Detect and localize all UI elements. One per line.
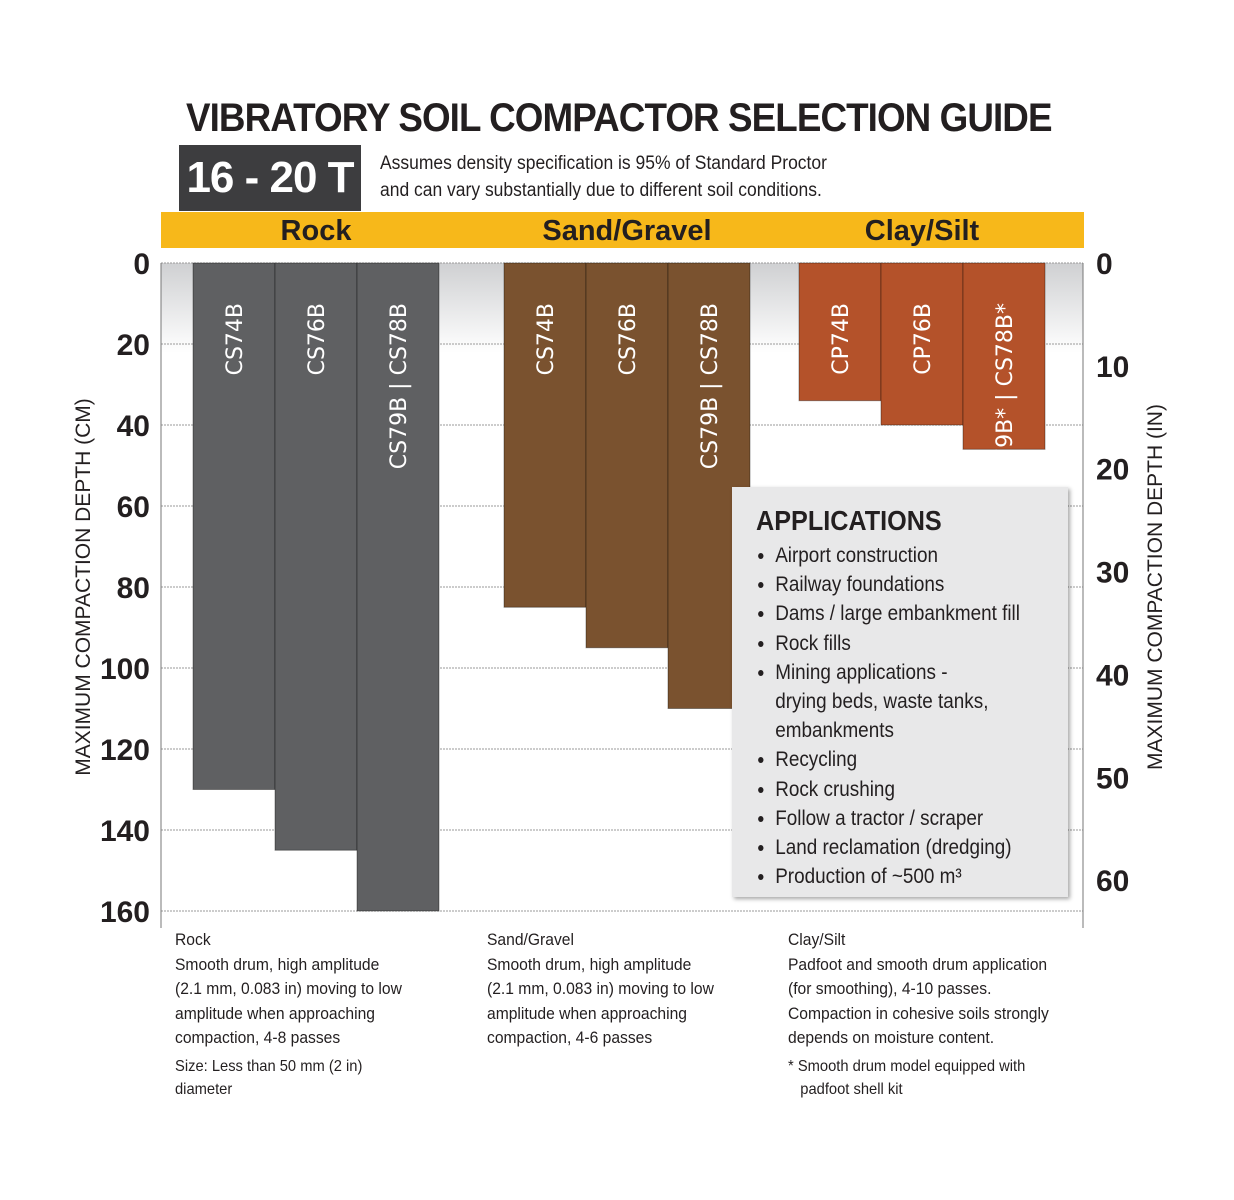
bar-label: CS74B bbox=[534, 303, 559, 375]
description-rock: Rock Smooth drum, high amplitude (2.1 mm, … bbox=[175, 928, 402, 1101]
description-line: Smooth drum, high amplitude bbox=[487, 954, 692, 974]
y-right-tick-label: 20 bbox=[1096, 454, 1129, 487]
application-item: Dams / large embankment fill bbox=[775, 599, 1072, 628]
note-line: * Smooth drum model equipped with bbox=[788, 1057, 1026, 1075]
bar-label: CS76B bbox=[305, 303, 330, 375]
description-line: amplitude when approaching bbox=[487, 1003, 687, 1023]
description-line: amplitude when approaching bbox=[175, 1003, 375, 1023]
y-tick-label: 20 bbox=[117, 329, 150, 362]
category-rock: Rock bbox=[280, 215, 352, 247]
application-item: Mining applications - drying beds, waste… bbox=[775, 658, 1072, 746]
y-right-tick-label: 30 bbox=[1096, 557, 1129, 590]
bar-label: CS76B bbox=[616, 303, 641, 375]
note-line: and can vary substantially due to differ… bbox=[380, 180, 822, 201]
applications-box: APPLICATIONS Airport constructionRailway… bbox=[732, 487, 1068, 897]
bar-cp74b bbox=[798, 262, 882, 402]
description-line: compaction, 4-6 passes bbox=[487, 1028, 653, 1047]
bar-label: CP76B bbox=[911, 303, 936, 375]
note-line: padfoot shell kit bbox=[788, 1080, 903, 1098]
application-item: Production of ~500 m³ bbox=[775, 862, 1072, 891]
description-note: Size: Less than 50 mm (2 in) diameter bbox=[175, 1055, 402, 1101]
bar-cs74b bbox=[503, 262, 587, 608]
applications-title: APPLICATIONS bbox=[756, 505, 942, 536]
description-line: Compaction in cohesive soils strongly bbox=[788, 1003, 1049, 1023]
bar-label: CS79B | CS78B bbox=[698, 303, 723, 469]
description-line: (2.1 mm, 0.083 in) moving to low bbox=[487, 979, 714, 998]
y-right-tick-label: 60 bbox=[1096, 865, 1129, 898]
application-item: Rock crushing bbox=[775, 775, 1072, 804]
application-item: Railway foundations bbox=[775, 570, 1072, 599]
category-clay-silt: Clay/Silt bbox=[864, 215, 980, 247]
description-line: compaction, 4-8 passes bbox=[175, 1028, 341, 1047]
description-note: * Smooth drum model equipped with padfoo… bbox=[788, 1055, 1049, 1101]
description-clay-silt: Clay/Silt Padfoot and smooth drum applica… bbox=[788, 928, 1049, 1101]
assumption-note: Assumes density specification is 95% of … bbox=[380, 150, 827, 204]
y-right-tick-label: 50 bbox=[1096, 762, 1129, 795]
application-item: Land reclamation (dredging) bbox=[775, 833, 1072, 862]
description-title: Clay/Silt bbox=[788, 930, 846, 949]
bar-label: CS74B bbox=[223, 303, 248, 375]
category-band: Rock Sand/Gravel Clay/Silt bbox=[161, 212, 1084, 248]
description-line: depends on moisture content. bbox=[788, 1028, 995, 1047]
y-axis-label-right: MAXIMUM COMPACTION DEPTH (IN) bbox=[1144, 404, 1167, 770]
tonnage-badge: 16 - 20 T bbox=[179, 145, 361, 211]
application-item: Rock fills bbox=[775, 629, 1072, 658]
bar-label: CP74B bbox=[829, 303, 854, 375]
note-line: diameter bbox=[175, 1080, 233, 1098]
bar-cs79b-cs78b- bbox=[962, 262, 1046, 450]
bar-label: CS79B* | CS78B* bbox=[993, 303, 1018, 491]
application-item: Recycling bbox=[775, 745, 1072, 774]
description-line: (2.1 mm, 0.083 in) moving to low bbox=[175, 979, 402, 998]
category-sand-gravel: Sand/Gravel bbox=[542, 215, 712, 247]
bar-cp76b bbox=[880, 262, 964, 426]
y-tick-label: 60 bbox=[117, 491, 150, 524]
bar-cs74b bbox=[192, 262, 276, 790]
note-line: Assumes density specification is 95% of … bbox=[380, 153, 827, 174]
page-title: VIBRATORY SOIL COMPACTOR SELECTION GUIDE bbox=[186, 96, 1052, 140]
application-item: Airport construction bbox=[775, 541, 1072, 570]
y-right-tick-label: 0 bbox=[1096, 248, 1113, 281]
bar-label: CS79B | CS78B bbox=[387, 303, 412, 469]
bar-cs76b bbox=[585, 262, 669, 649]
description-title: Rock bbox=[175, 930, 211, 949]
y-right-tick-label: 40 bbox=[1096, 659, 1129, 692]
description-line: Padfoot and smooth drum application bbox=[788, 954, 1048, 974]
note-line: Size: Less than 50 mm (2 in) bbox=[175, 1057, 363, 1075]
y-tick-label: 100 bbox=[100, 653, 150, 686]
y-axis-label: MAXIMUM COMPACTION DEPTH (CM) bbox=[72, 398, 95, 776]
y-tick-label: 120 bbox=[100, 734, 150, 767]
y-tick-label: 80 bbox=[117, 572, 150, 605]
bar-cs79b-cs78b bbox=[356, 262, 440, 912]
y-tick-label: 40 bbox=[117, 410, 150, 443]
y-tick-label: 0 bbox=[133, 248, 150, 281]
description-title: Sand/Gravel bbox=[487, 930, 574, 949]
description-line: (for smoothing), 4-10 passes. bbox=[788, 979, 992, 998]
description-sand-gravel: Sand/Gravel Smooth drum, high amplitude (2… bbox=[487, 928, 714, 1051]
bar-cs76b bbox=[274, 262, 358, 851]
y-right-tick-label: 10 bbox=[1096, 351, 1129, 384]
application-item: Follow a tractor / scraper bbox=[775, 804, 1072, 833]
y-tick-label: 140 bbox=[100, 815, 150, 848]
description-line: Smooth drum, high amplitude bbox=[175, 954, 380, 974]
y-tick-label: 160 bbox=[100, 896, 150, 929]
